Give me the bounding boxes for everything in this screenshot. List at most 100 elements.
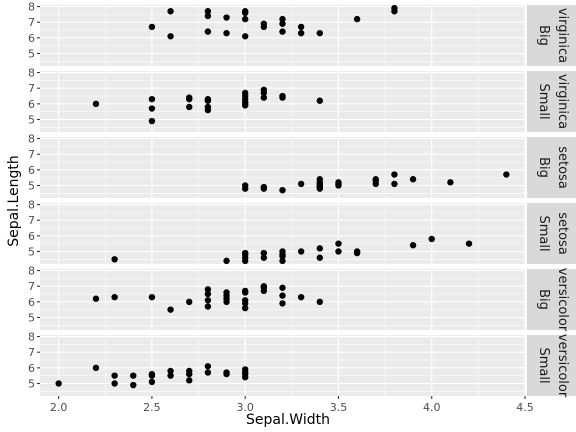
facet-panels: 5 6 7 8 Big virginica 5 6 7 8 Small virginica 5 6 7 8 Bi… (28, 1, 576, 398)
data-point (223, 14, 230, 21)
data-point (297, 248, 305, 255)
data-point (186, 95, 193, 103)
facet-panel: 5 6 7 8 Small versicolor (28, 331, 576, 398)
data-point (167, 8, 174, 15)
data-point (204, 290, 212, 298)
x-tick-label: 4.5 (516, 401, 534, 414)
data-point (316, 254, 324, 261)
data-point (111, 293, 118, 301)
data-point (167, 306, 174, 313)
facet-strip-label-species: setosa (555, 146, 570, 189)
data-point (279, 252, 286, 260)
data-point (297, 23, 305, 31)
data-point (204, 106, 212, 114)
facet-strip-label-size: Small (536, 347, 551, 383)
data-point (148, 370, 156, 378)
facet-strip (527, 335, 576, 396)
data-point (279, 28, 286, 35)
data-point (111, 380, 118, 387)
facet-panel: 5 6 7 8 Small virginica (28, 67, 576, 132)
data-point (186, 377, 193, 384)
data-point (241, 289, 249, 296)
data-point (204, 363, 212, 370)
data-point (148, 23, 156, 31)
data-point (391, 8, 398, 15)
data-point (241, 9, 249, 17)
data-point (241, 33, 249, 40)
y-tick-label: 5 (28, 311, 35, 324)
data-point (55, 380, 62, 387)
data-point (92, 100, 100, 108)
y-tick-label: 5 (28, 377, 35, 390)
data-point (204, 286, 212, 293)
y-axis-title: Sepal.Length (6, 155, 22, 247)
data-point (204, 369, 212, 376)
y-tick-label: 8 (28, 133, 35, 146)
y-tick-label: 8 (28, 199, 35, 212)
data-point (241, 15, 249, 23)
data-point (335, 248, 342, 255)
y-tick-label: 7 (28, 346, 35, 359)
panel-background (40, 269, 525, 330)
y-tick-label: 8 (28, 265, 35, 278)
data-point (241, 300, 249, 307)
data-point (316, 29, 324, 37)
data-point (409, 242, 417, 249)
y-tick-label: 8 (28, 1, 35, 14)
data-point (241, 304, 249, 312)
data-point (316, 183, 324, 191)
data-point (428, 235, 435, 243)
data-point (148, 95, 156, 103)
data-point (148, 293, 156, 301)
data-point (279, 20, 286, 27)
facet-strip-label-species: setosa (555, 212, 570, 255)
facet-strip-label-species: virginica (555, 74, 570, 129)
facet-panel: 5 6 7 8 Big versicolor (28, 265, 576, 332)
data-point (130, 381, 137, 389)
data-point (167, 372, 174, 379)
data-point (223, 370, 230, 378)
data-point (204, 303, 212, 310)
data-point (111, 372, 118, 379)
y-tick-label: 5 (28, 179, 35, 192)
facet-strip-label-size: Small (536, 215, 551, 251)
y-tick-label: 6 (28, 230, 35, 243)
data-point (465, 240, 473, 247)
x-tick-label: 3.5 (330, 401, 348, 414)
data-point (241, 374, 249, 381)
y-tick-label: 6 (28, 164, 35, 177)
data-point (260, 249, 268, 257)
data-point (186, 103, 193, 111)
y-tick-label: 7 (28, 82, 35, 95)
data-point (130, 372, 137, 379)
data-point (316, 298, 324, 306)
facet-strip-label-size: Big (536, 25, 551, 46)
data-point (279, 292, 286, 299)
data-point (279, 94, 286, 101)
y-tick-label: 8 (28, 331, 35, 344)
data-point (223, 257, 230, 265)
x-tick-label: 4.0 (423, 401, 441, 414)
facet-strip-label-species: versicolor (555, 334, 570, 398)
y-tick-label: 6 (28, 32, 35, 45)
data-point (148, 117, 156, 125)
data-point (260, 287, 268, 295)
data-point (353, 15, 361, 23)
data-point (279, 257, 286, 265)
facet-strip (527, 137, 576, 198)
data-point (186, 298, 193, 306)
data-point (167, 33, 174, 40)
y-tick-label: 7 (28, 280, 35, 293)
data-point (391, 171, 398, 178)
data-point (372, 180, 379, 188)
data-point (260, 23, 268, 31)
y-tick-label: 5 (28, 245, 35, 258)
data-point (167, 367, 174, 375)
facet-strip-label-size: Small (536, 83, 551, 119)
data-point (111, 256, 118, 263)
facet-strip (527, 5, 576, 66)
data-point (316, 245, 324, 252)
panel-background (40, 71, 525, 132)
data-point (148, 378, 156, 386)
data-point (279, 186, 286, 194)
